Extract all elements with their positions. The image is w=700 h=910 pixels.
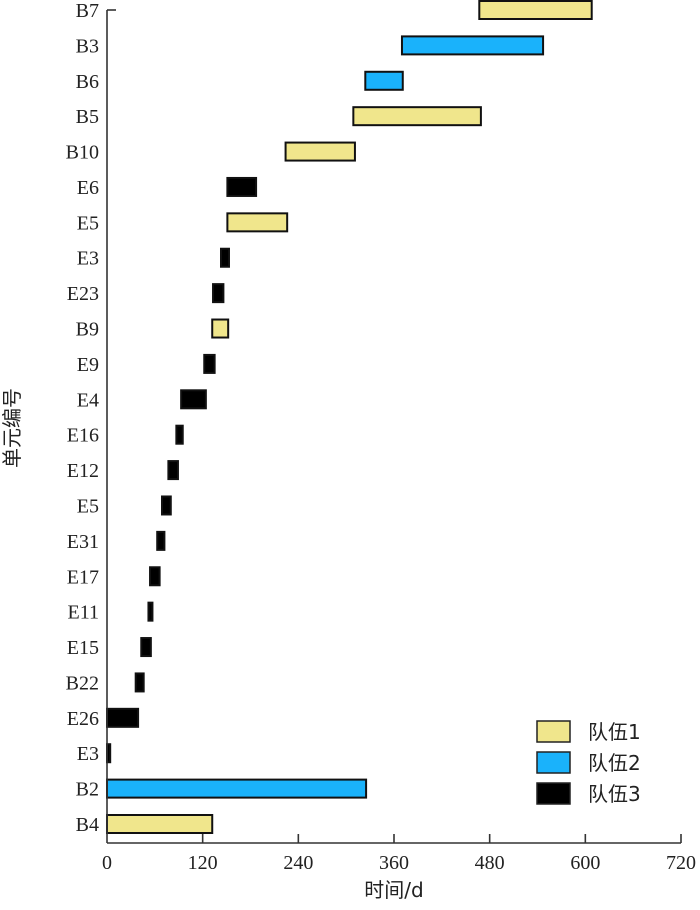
bar-e16-t3 [175,424,184,445]
bar-b22-t3 [134,672,145,693]
bar-b6-t2 [364,70,404,91]
bar-e17-t3 [149,566,161,587]
category-label: E9 [77,354,99,376]
category-label: B9 [76,319,99,341]
x-tick-label: 480 [475,852,505,874]
category-label: E26 [67,708,99,730]
category-label: B3 [76,35,99,57]
bar-e15-t3 [140,637,152,658]
axes [106,9,681,844]
category-label: B7 [76,0,99,22]
bar-e3-t3 [220,247,230,268]
bar-e11-t3 [147,601,154,622]
bar-b3-t2 [400,35,545,56]
category-label: E12 [67,460,99,482]
category-label: E31 [67,531,99,553]
legend: 队伍1 队伍2 队伍3 [536,720,641,806]
category-label: B2 [76,779,99,801]
x-tick-label: 120 [188,852,218,874]
bar-e4-t3 [180,389,207,410]
bars-layer [106,0,593,834]
bar-b4-t1 [106,814,214,834]
bar-e5-t1 [226,212,289,233]
category-label: B10 [66,142,99,164]
x-tick-label: 0 [102,852,112,874]
x-tick-label: 720 [666,852,696,874]
category-label: B5 [76,106,99,128]
category-label: E5 [77,495,99,517]
bar-b2-t2 [106,778,368,799]
category-label: B4 [76,814,99,836]
bar-b7-t1 [478,0,593,20]
category-label: E15 [67,637,99,659]
category-label: E3 [77,248,99,270]
x-tick-label: 360 [379,852,409,874]
category-labels: B7 B3 B6 B5 B10 E6 E5 E3 E23 B9 E9 E4 E16 E12 E5 E31 E17… [66,0,99,836]
category-label: B22 [66,672,99,694]
legend-label-t2: 队伍2 [588,751,641,775]
category-label: E5 [77,212,99,234]
y-axis-title: 单元编号 [0,388,24,468]
legend-swatch-t2 [536,751,571,774]
bar-b9-t1 [211,318,230,339]
bar-e12-t3 [167,460,179,481]
legend-label-t3: 队伍3 [588,782,641,806]
bar-e9-t3 [203,353,216,374]
x-tick-label: 600 [570,852,600,874]
bar-b5-t1 [352,106,482,127]
bar-b10-t1 [284,141,356,162]
category-label: E23 [67,283,99,305]
category-label: E4 [77,389,99,411]
category-label: E16 [67,425,99,447]
bar-e5-t3 [161,495,172,516]
legend-swatch-t1 [536,720,571,743]
category-label: B6 [76,71,99,93]
x-tick-label: 240 [283,852,313,874]
x-ticks: 0 120 240 360 480 600 720 [102,834,696,874]
category-label: E6 [77,177,99,199]
legend-label-t1: 队伍1 [588,720,641,744]
bar-e26-t3 [106,707,140,728]
x-axis-title: 时间/d [364,878,423,902]
bar-e31-t3 [156,530,166,551]
legend-swatch-t3 [536,782,571,805]
category-label: E17 [67,566,99,588]
category-label: E11 [68,602,99,624]
category-label: E3 [77,743,99,765]
bar-e23-t3 [212,283,225,304]
bar-e6-t3 [226,176,258,197]
